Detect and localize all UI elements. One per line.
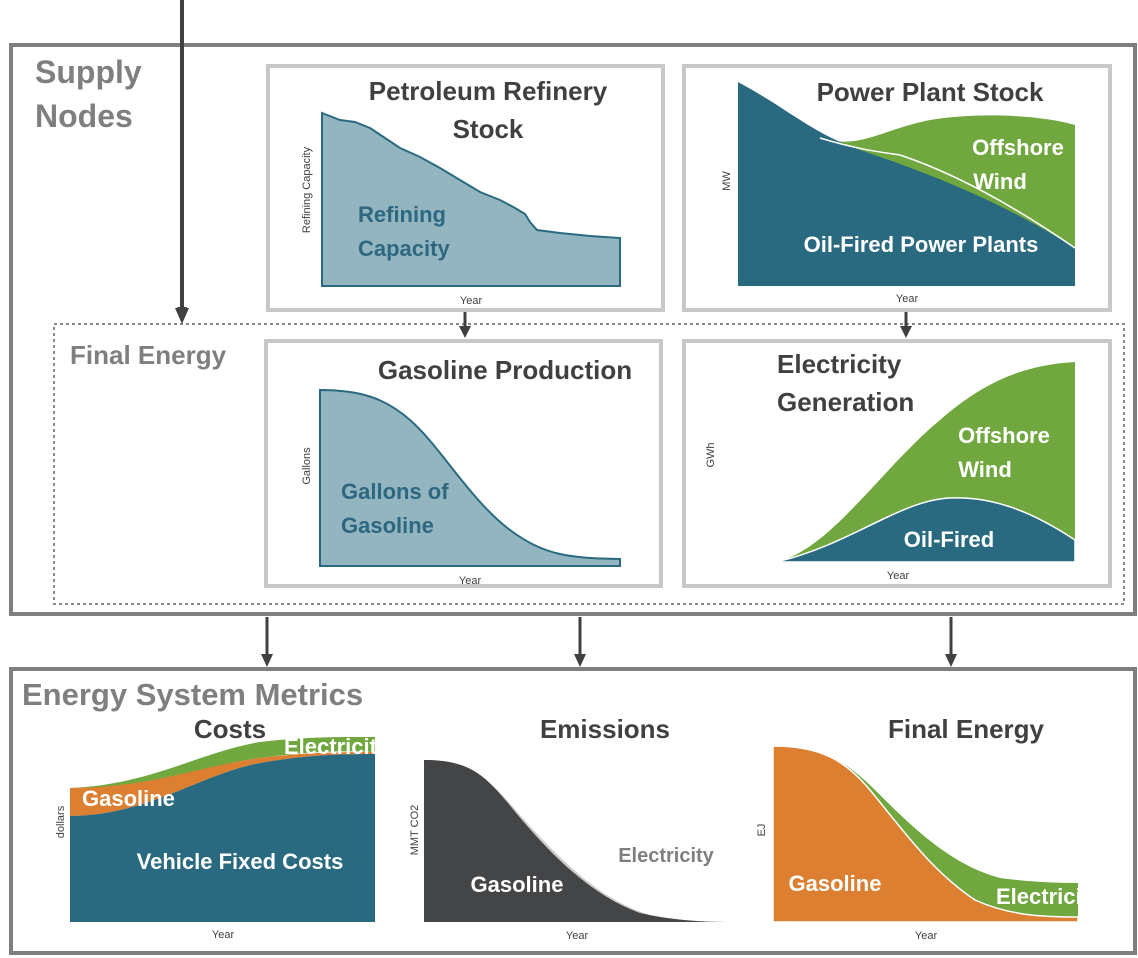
final-energy-xlabel: Year <box>915 930 938 942</box>
electricity-oil-area <box>775 497 1076 563</box>
refinery-series-label-line1: Refining <box>358 202 446 227</box>
to-costs-arrow-head <box>261 654 273 667</box>
final-energy-gasoline-label: Gasoline <box>789 871 882 896</box>
emissions-gasoline-area <box>424 760 730 922</box>
refinery-xlabel: Year <box>460 295 483 307</box>
power-plant-title: Power Plant Stock <box>817 77 1044 107</box>
power-plant-xlabel: Year <box>896 293 919 305</box>
supply-nodes-frame <box>9 43 1137 616</box>
final-energy-electricity-label: Electricit <box>996 884 1090 909</box>
final-energy-gasoline-area <box>772 745 1079 923</box>
final-energy-title: Final Energy <box>70 340 227 370</box>
final-energy-chart: Final Energy Gasoline Electricit EJ Year <box>756 714 1090 942</box>
costs-title: Costs <box>194 714 266 744</box>
refining-capacity-area <box>321 111 621 287</box>
electricity-xlabel: Year <box>887 570 910 582</box>
gasoline-xlabel: Year <box>459 575 482 587</box>
emissions-ylabel: MMT CO2 <box>409 805 421 856</box>
costs-vehicle-area <box>70 754 375 922</box>
costs-chart: Costs Electricity Gasoline Vehicle Fixed… <box>55 714 390 941</box>
supply-nodes-title-line1: Supply <box>35 54 142 90</box>
input-arrow-head <box>175 308 189 324</box>
supply-nodes-title-line2: Nodes <box>35 98 133 134</box>
power-plant-panel: Power Plant Stock Offshore Wind Oil-Fire… <box>682 64 1112 312</box>
costs-electricity-label: Electricity <box>284 734 390 759</box>
oil-fired-plants-area <box>738 82 1075 286</box>
emissions-chart: Emissions Electricity Gasoline MMT CO2 Y… <box>409 714 730 942</box>
metrics-title: Energy System Metrics <box>22 677 363 712</box>
refinery-series-label-line2: Capacity <box>358 236 450 261</box>
gasoline-title: Gasoline Production <box>378 355 632 385</box>
power-to-electricity-arrow-head <box>900 326 912 338</box>
costs-ylabel: dollars <box>55 805 67 838</box>
power-plant-ylabel: MW <box>721 171 733 191</box>
emissions-xlabel: Year <box>566 930 589 942</box>
gasoline-series-line1: Gallons of <box>341 479 449 504</box>
electricity-oil-label: Oil-Fired <box>904 527 994 552</box>
power-plant-oil-label: Oil-Fired Power Plants <box>804 232 1039 257</box>
electricity-wind-area <box>776 362 1075 562</box>
emissions-title: Emissions <box>540 714 670 744</box>
gasoline-series-line2: Gasoline <box>341 513 434 538</box>
emissions-gasoline-label: Gasoline <box>471 872 564 897</box>
refinery-to-gasoline-arrow-head <box>459 326 471 338</box>
refinery-panel: Petroleum Refinery Stock Refining Capaci… <box>266 64 665 312</box>
gasoline-ylabel: Gallons <box>301 447 313 485</box>
power-plant-wind-line1: Offshore <box>972 135 1064 160</box>
final-energy-ylabel: EJ <box>756 824 768 837</box>
refinery-ylabel: Refining Capacity <box>301 146 313 233</box>
refinery-title-line2: Stock <box>453 114 524 144</box>
metrics-frame <box>9 667 1137 955</box>
power-plant-wind-line2: Wind <box>973 169 1027 194</box>
electricity-panel: Electricity Generation Offshore Wind Oil… <box>682 339 1112 588</box>
to-emissions-arrow-head <box>574 654 586 667</box>
gasoline-area <box>319 388 621 567</box>
emissions-electricity-label: Electricity <box>618 845 714 867</box>
electricity-wind-line2: Wind <box>958 457 1012 482</box>
costs-gasoline-label: Gasoline <box>82 786 175 811</box>
electricity-title-line2: Generation <box>777 387 914 417</box>
electricity-wind-line1: Offshore <box>958 423 1050 448</box>
to-final-energy-arrow-head <box>945 654 957 667</box>
refinery-title-line1: Petroleum Refinery <box>369 76 608 106</box>
oil-wind-boundary <box>819 137 1076 249</box>
gasoline-panel: Gasoline Production Gallons of Gasoline … <box>264 339 663 588</box>
costs-xlabel: Year <box>212 929 235 941</box>
final-energy-frame <box>53 323 1125 605</box>
costs-electricity-area <box>70 736 375 790</box>
electricity-title-line1: Electricity <box>777 349 902 379</box>
final-energy-chart-title: Final Energy <box>888 714 1045 744</box>
costs-gasoline-area <box>70 752 375 816</box>
costs-vehicle-label: Vehicle Fixed Costs <box>137 849 344 874</box>
electricity-ylabel: GWh <box>705 442 717 467</box>
